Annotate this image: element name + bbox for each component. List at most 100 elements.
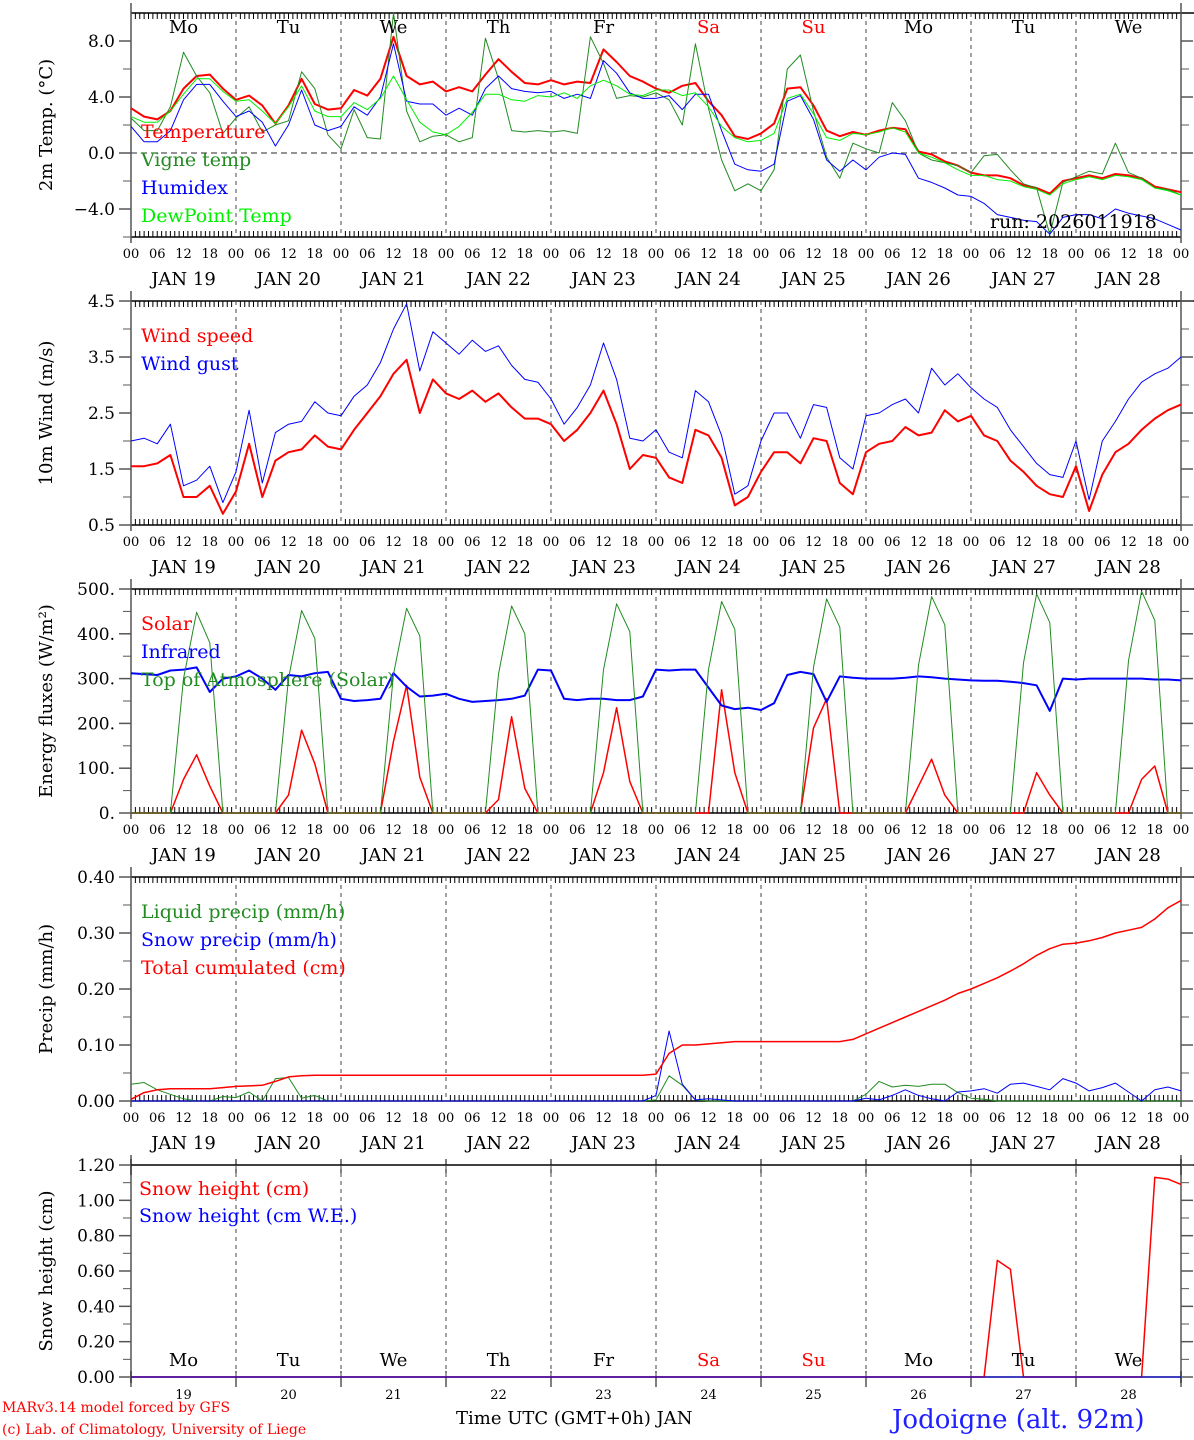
series-line-top-of-atmosphere-solar [131,590,1181,814]
y-tick-label: 400. [77,625,115,645]
hour-label: 18 [1146,1111,1163,1126]
y-tick-label: 4.5 [88,292,115,312]
hour-label: 06 [674,247,691,262]
y-tick-label: 4.0 [88,88,115,108]
date-label: JAN 21 [359,557,426,578]
day-of-week-label: Th [487,17,511,38]
day-number-label: 28 [1120,1388,1137,1403]
y-tick-label: 500. [77,580,115,600]
series-line-snow-precip-mm-h [131,1030,1182,1102]
y-tick-label: 0.40 [77,868,115,888]
date-label: JAN 19 [149,269,216,290]
series-line-liquid-precip-mm-h [130,1075,1181,1102]
day-of-week-label: Mo [169,1350,198,1371]
hour-label: 12 [910,1111,927,1126]
date-label: JAN 22 [464,269,531,290]
hour-label: 12 [595,535,612,550]
date-label: JAN 20 [254,845,321,866]
day-number-label: 23 [595,1388,612,1403]
day-of-week-label: Tu [277,1350,301,1371]
date-label: JAN 23 [569,845,636,866]
hour-label: 00 [1173,247,1190,262]
hour-label: 00 [123,535,140,550]
hour-label: 06 [254,823,271,838]
hour-label: 00 [333,823,350,838]
hour-label: 12 [805,1111,822,1126]
legend-snow-height-cm-w-e: Snow height (cm W.E.) [139,1205,357,1227]
legend-temperature: Temperature [141,121,265,143]
hour-label: 00 [648,247,665,262]
hour-label: 12 [1015,247,1032,262]
y-axis-label: Precip (mm/h) [36,924,57,1054]
legend-total-cumulated-cm: Total cumulated (cm) [141,957,346,979]
hour-label: 00 [1068,823,1085,838]
day-number-label: 24 [700,1388,717,1403]
hour-label: 00 [543,535,560,550]
day-of-week-label: Tu [1012,17,1036,38]
hour-label: 06 [569,247,586,262]
date-label: JAN 26 [884,845,951,866]
hour-label: 18 [1146,247,1163,262]
series-line-wind-gust [130,303,1182,504]
hour-label: 00 [1068,247,1085,262]
date-label: JAN 26 [884,1133,951,1154]
y-tick-label: 2.5 [88,404,115,424]
hour-label: 12 [805,535,822,550]
day-of-week-label: Tu [277,17,301,38]
hour-label: 12 [1015,823,1032,838]
hour-label: 18 [726,1111,743,1126]
date-label: JAN 19 [149,1133,216,1154]
legend-snow-precip-mm-h: Snow precip (mm/h) [141,929,337,951]
date-label: JAN 24 [674,1133,741,1154]
date-label: JAN 20 [254,557,321,578]
hour-label: 18 [621,535,638,550]
day-of-week-label: Sa [697,17,720,38]
hour-label: 06 [359,535,376,550]
hour-label: 00 [753,1111,770,1126]
hour-label: 18 [1146,823,1163,838]
hour-label: 06 [1094,823,1111,838]
hour-label: 12 [700,535,717,550]
date-label: JAN 25 [779,845,846,866]
hour-label: 00 [1173,1111,1190,1126]
hour-label: 12 [805,823,822,838]
date-label: JAN 22 [464,557,531,578]
hour-label: 18 [411,823,428,838]
hour-label: 00 [228,247,245,262]
y-axis-label: Energy fluxes (W/m²) [36,604,57,798]
hour-label: 12 [1120,823,1137,838]
series-line-infrared [130,666,1182,712]
y-tick-label: 0.20 [77,980,115,1000]
hour-label: 12 [385,1111,402,1126]
legend-solar: Solar [141,613,193,635]
legend-humidex: Humidex [141,177,228,199]
hour-label: 12 [1015,535,1032,550]
hour-label: 00 [753,823,770,838]
date-label: JAN 27 [989,557,1056,578]
day-number-label: 25 [805,1388,822,1403]
date-label: JAN 24 [674,557,741,578]
hour-label: 12 [910,823,927,838]
hour-label: 18 [936,247,953,262]
y-axis-label: 10m Wind (m/s) [36,341,57,486]
hour-label: 06 [779,535,796,550]
hour-label: 00 [228,1111,245,1126]
day-of-week-label: Su [802,1350,826,1371]
hour-label: 18 [201,247,218,262]
date-label: JAN 27 [989,845,1056,866]
legend-snow-height-cm: Snow height (cm) [139,1178,309,1200]
hour-label: 12 [700,247,717,262]
y-tick-label: 0.80 [77,1227,115,1247]
hour-label: 12 [595,823,612,838]
hour-label: 06 [674,823,691,838]
hour-label: 00 [963,247,980,262]
y-axis-label: Snow height (cm) [36,1190,57,1351]
hour-label: 12 [700,1111,717,1126]
y-tick-label: 0. [99,804,115,824]
y-tick-label: 0.40 [77,1297,115,1317]
hour-label: 12 [1120,535,1137,550]
hour-label: 18 [411,535,428,550]
y-tick-label: 0.00 [77,1092,115,1112]
hour-label: 00 [648,535,665,550]
